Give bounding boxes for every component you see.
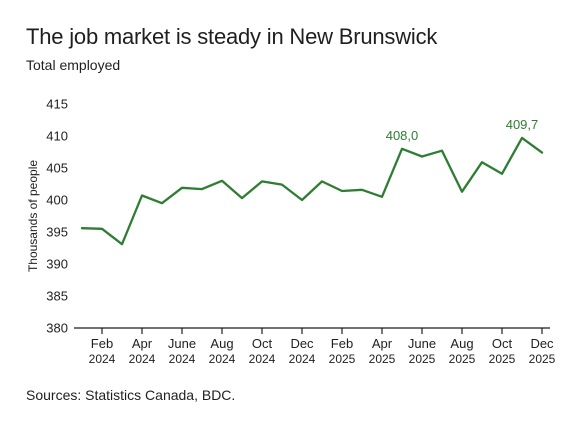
x-tick-month: June	[168, 336, 196, 351]
x-tick-month: June	[408, 336, 436, 351]
source-note: Sources: Statistics Canada, BDC.	[26, 387, 236, 403]
x-tick-month: Oct	[252, 336, 273, 351]
x-tick-month: Aug	[210, 336, 233, 351]
data-label: 409,7	[506, 117, 539, 132]
chart-title: The job market is steady in New Brunswic…	[26, 24, 438, 49]
x-tick-year: 2025	[529, 352, 556, 366]
x-tick-year: 2025	[409, 352, 436, 366]
chart-subtitle: Total employed	[26, 57, 121, 73]
x-tick-year: 2025	[369, 352, 396, 366]
x-tick-year: 2025	[449, 352, 476, 366]
x-tick-month: Dec	[530, 336, 554, 351]
x-tick-year: 2025	[489, 352, 516, 366]
x-tick-year: 2024	[209, 352, 236, 366]
x-tick-year: 2025	[329, 352, 356, 366]
x-tick-month: Apr	[372, 336, 393, 351]
x-tick-year: 2024	[89, 352, 116, 366]
data-annotations: 408,0 409,7	[386, 117, 539, 143]
y-tick-label: 380	[46, 321, 68, 336]
data-label: 408,0	[386, 128, 419, 143]
employment-series-line	[80, 136, 544, 246]
x-tick-year: 2024	[129, 352, 156, 366]
x-tick-month: Oct	[492, 336, 513, 351]
x-axis-ticks: Feb2024Apr2024June2024Aug2024Oct2024Dec2…	[89, 328, 556, 366]
y-tick-label: 405	[46, 161, 68, 176]
y-tick-label: 385	[46, 289, 68, 304]
x-tick-month: Feb	[331, 336, 353, 351]
x-tick-month: Apr	[132, 336, 153, 351]
x-tick-month: Feb	[91, 336, 113, 351]
y-tick-label: 395	[46, 225, 68, 240]
y-axis-ticks: 380 385 390 395 400 405 410 415	[46, 97, 68, 336]
x-tick-month: Aug	[450, 336, 473, 351]
x-tick-month: Dec	[290, 336, 314, 351]
y-tick-label: 415	[46, 97, 68, 112]
y-tick-label: 400	[46, 193, 68, 208]
x-tick-year: 2024	[249, 352, 276, 366]
x-tick-year: 2024	[169, 352, 196, 366]
y-tick-label: 410	[46, 129, 68, 144]
y-tick-label: 390	[46, 257, 68, 272]
y-axis-label: Thousands of people	[26, 160, 40, 272]
x-tick-year: 2024	[289, 352, 316, 366]
